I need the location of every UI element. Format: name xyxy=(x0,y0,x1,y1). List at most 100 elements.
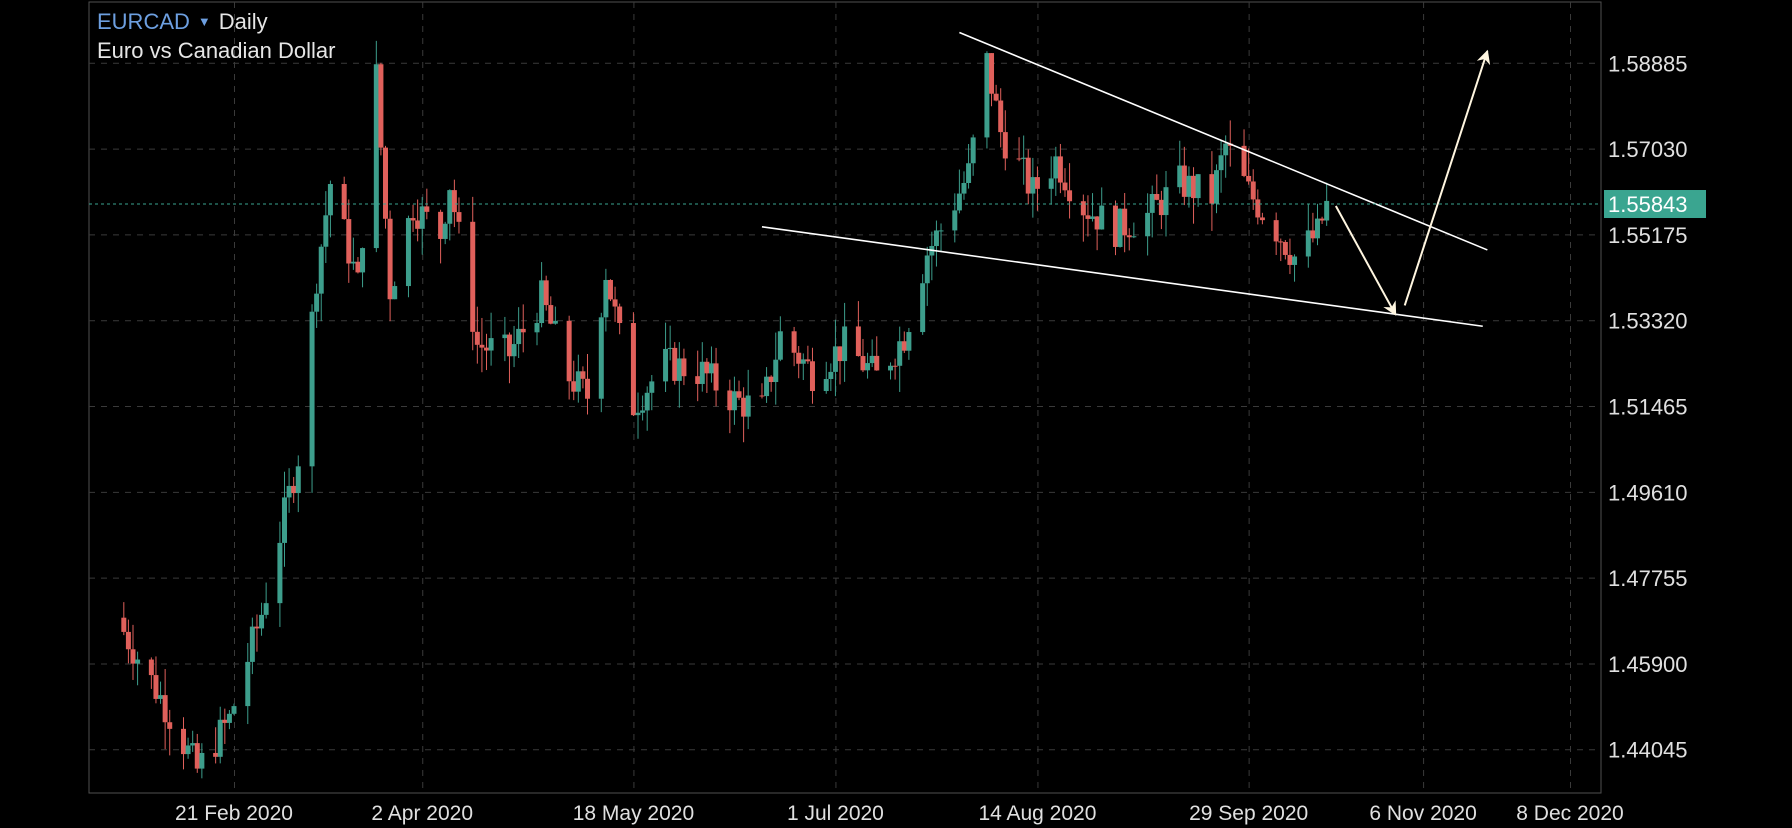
candle-body xyxy=(1282,241,1288,255)
candle-body xyxy=(282,497,288,543)
candle xyxy=(125,619,131,664)
candle xyxy=(1149,185,1155,238)
candle xyxy=(1209,151,1215,231)
candle xyxy=(277,521,283,627)
candle-body xyxy=(295,466,301,494)
candle xyxy=(1062,168,1068,197)
timeframe-label[interactable]: Daily xyxy=(218,9,268,34)
candle-body xyxy=(470,221,476,332)
candle xyxy=(727,379,733,434)
candle-body xyxy=(759,395,765,397)
candle-body xyxy=(663,348,669,382)
candle-body xyxy=(832,346,838,372)
candle-body xyxy=(520,328,526,333)
candle xyxy=(566,315,572,400)
candle-body xyxy=(970,137,976,164)
arrow-drawing[interactable] xyxy=(1334,205,1397,316)
candle xyxy=(355,257,361,274)
candle-body xyxy=(1209,174,1215,204)
candle-body xyxy=(135,659,141,664)
candle-body xyxy=(667,347,673,349)
candle xyxy=(1181,146,1187,206)
candle-body xyxy=(607,279,613,300)
trendline[interactable] xyxy=(761,226,1483,328)
candle-body xyxy=(1117,208,1123,247)
candle xyxy=(966,144,972,189)
candle xyxy=(603,268,609,332)
candle xyxy=(1186,166,1192,208)
candle xyxy=(291,476,297,503)
candle-body xyxy=(511,344,517,357)
candle xyxy=(1158,190,1164,230)
candle-body xyxy=(603,279,609,318)
candle-body xyxy=(617,306,623,324)
candle xyxy=(1025,149,1031,205)
candle xyxy=(1080,194,1086,242)
candle xyxy=(121,602,127,636)
candle-body xyxy=(993,93,999,101)
candle xyxy=(135,651,141,686)
symbol-selector[interactable]: EURCAD xyxy=(97,9,190,34)
candle xyxy=(199,743,205,779)
candle-body xyxy=(387,218,393,300)
candle-body xyxy=(488,338,494,351)
current-price-badge xyxy=(1604,190,1706,219)
candle-body xyxy=(506,334,512,357)
candle xyxy=(286,468,292,513)
candle-body xyxy=(259,614,265,629)
candle-body xyxy=(630,323,636,416)
candle-body xyxy=(474,331,480,345)
chevron-down-icon[interactable]: ▼ xyxy=(197,14,211,29)
candle xyxy=(282,471,288,567)
candle-body xyxy=(392,286,398,300)
candle-body xyxy=(190,743,196,746)
candle-body xyxy=(350,261,356,264)
candle-body xyxy=(309,311,315,467)
candle-body xyxy=(447,190,453,224)
candle-body xyxy=(741,397,747,417)
candle xyxy=(360,247,366,288)
candle xyxy=(617,303,623,335)
candle-body xyxy=(933,230,939,247)
candle xyxy=(933,220,939,267)
candle-body xyxy=(920,283,926,333)
candle xyxy=(295,455,301,513)
candle-body xyxy=(1163,187,1169,216)
candle-body xyxy=(874,355,880,371)
candle-body xyxy=(1030,177,1036,194)
candle xyxy=(259,602,265,636)
candle-body xyxy=(580,371,586,379)
drawing-objects[interactable] xyxy=(761,31,1491,328)
candle-body xyxy=(1080,201,1086,216)
candle xyxy=(194,733,200,773)
candle xyxy=(185,737,191,759)
candle xyxy=(630,312,636,417)
candle-body xyxy=(346,219,352,264)
candle xyxy=(1310,212,1316,243)
symbol-description: Euro vs Canadian Dollar xyxy=(97,38,336,63)
candle xyxy=(222,708,228,744)
candle xyxy=(350,237,356,270)
candle xyxy=(888,362,894,380)
candle xyxy=(190,730,196,752)
candle-body xyxy=(254,626,260,629)
candlestick-series xyxy=(121,40,1330,779)
candle-body xyxy=(681,358,687,377)
candle xyxy=(952,193,958,243)
candle xyxy=(479,317,485,373)
candle-body xyxy=(1195,174,1201,199)
candle xyxy=(148,657,154,689)
x-tick-label: 1 Jul 2020 xyxy=(787,802,884,825)
candle xyxy=(1090,193,1096,222)
trendline[interactable] xyxy=(959,31,1488,251)
candle-body xyxy=(148,659,154,676)
candle xyxy=(506,332,512,384)
candle xyxy=(217,706,223,764)
candle-body xyxy=(1085,215,1091,219)
arrow-drawing[interactable] xyxy=(1403,49,1491,306)
chart-axes: 1.58885 1.57030 1.55175 1.53320 1.51465 1.496… xyxy=(89,51,1706,825)
candle-body xyxy=(479,344,485,348)
candle xyxy=(502,316,508,362)
candle-body xyxy=(1186,175,1192,197)
